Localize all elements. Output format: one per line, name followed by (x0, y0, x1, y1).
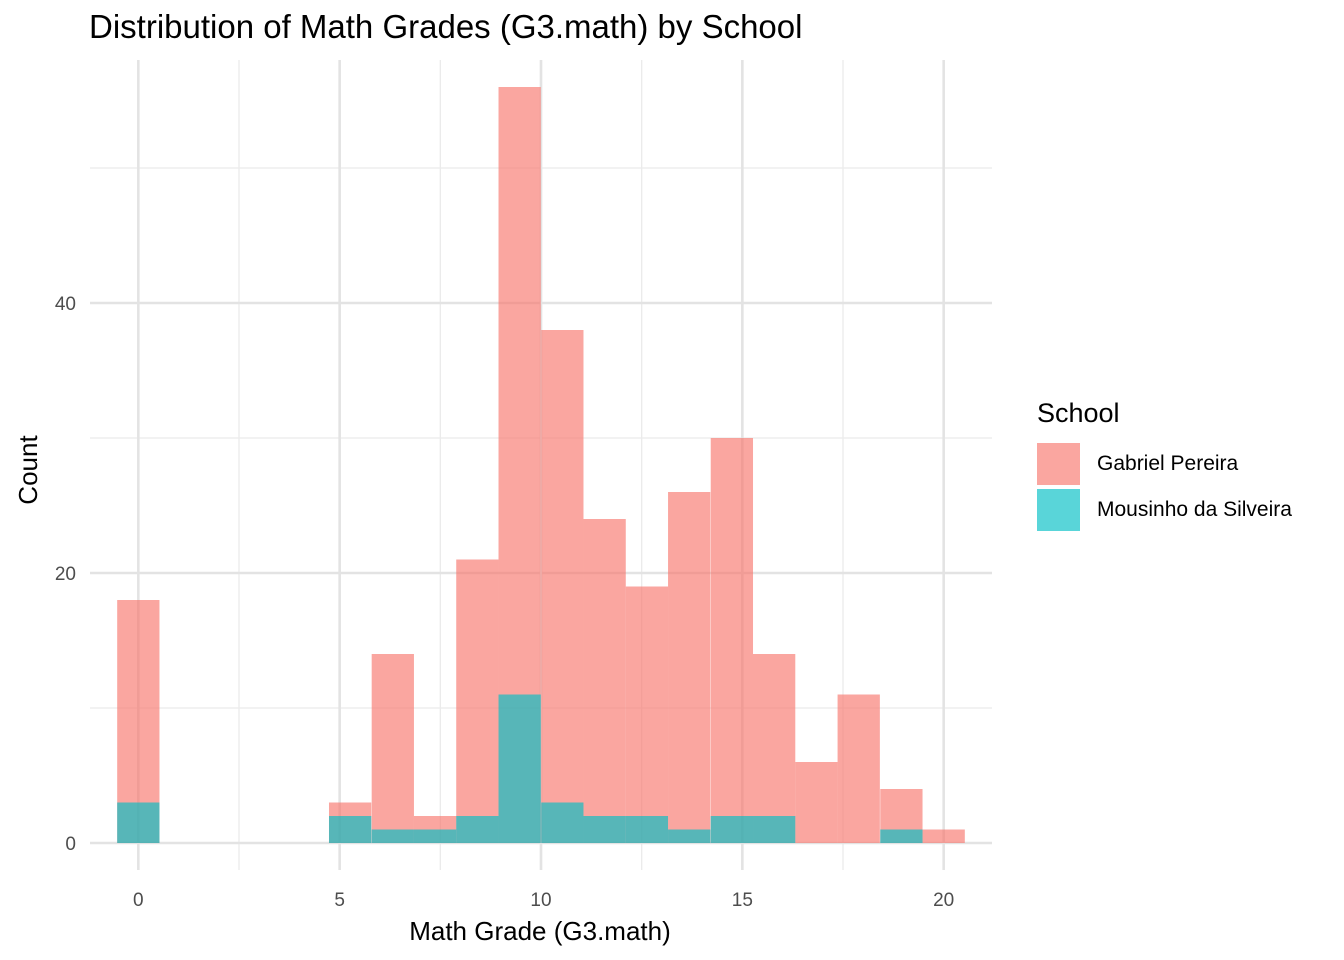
legend: School Gabriel Pereira Mousinho da Silve… (1037, 398, 1292, 533)
legend-swatch (1037, 489, 1080, 531)
y-tick-label: 0 (65, 834, 76, 855)
y-axis-label: Count (13, 435, 43, 505)
legend-item-mousinho-da-silveira: Mousinho da Silveira (1037, 487, 1292, 533)
series-mousinho-da-silveira (117, 694, 923, 843)
y-tick-label: 40 (55, 294, 76, 315)
histogram-bar (922, 829, 965, 843)
histogram-bar (371, 654, 414, 843)
x-tick-label: 0 (133, 890, 144, 911)
histogram-bar (625, 586, 669, 843)
histogram-bar (498, 694, 541, 843)
histogram-bar (668, 829, 711, 843)
histogram-bar (625, 816, 669, 843)
histogram-bar (371, 829, 414, 843)
chart-title: Distribution of Math Grades (G3.math) by… (89, 8, 803, 45)
y-tick-label: 20 (55, 564, 76, 585)
histogram-bar (753, 816, 796, 843)
legend-label: Gabriel Pereira (1097, 452, 1239, 475)
histogram-bar (668, 492, 711, 843)
histogram-bar (541, 802, 584, 843)
x-tick-label: 10 (530, 890, 551, 911)
histogram-bar (328, 816, 372, 843)
histogram-bar (710, 438, 754, 843)
x-tick-label: 5 (334, 890, 345, 911)
histogram-bar (710, 816, 754, 843)
histogram-bar (413, 829, 457, 843)
legend-swatch (1037, 443, 1080, 485)
histogram-bar (583, 519, 626, 843)
histogram-bars (117, 87, 965, 843)
legend-title: School (1037, 398, 1120, 428)
x-axis-label: Math Grade (G3.math) (409, 916, 671, 946)
histogram-bar (117, 802, 160, 843)
histogram-bar (753, 654, 796, 843)
histogram-bar (456, 559, 499, 843)
histogram-bar (541, 330, 584, 843)
histogram-bar (837, 694, 880, 843)
x-tick-label: 20 (933, 890, 954, 911)
histogram-bar (583, 816, 626, 843)
legend-item-gabriel-pereira: Gabriel Pereira (1037, 441, 1292, 487)
axis-labels: 0 5 10 15 20 0 20 40 (55, 294, 954, 911)
x-tick-label: 15 (732, 890, 753, 911)
histogram-bar (880, 829, 923, 843)
histogram-bar (795, 762, 838, 843)
histogram-bar (456, 816, 499, 843)
legend-label: Mousinho da Silveira (1097, 498, 1292, 521)
